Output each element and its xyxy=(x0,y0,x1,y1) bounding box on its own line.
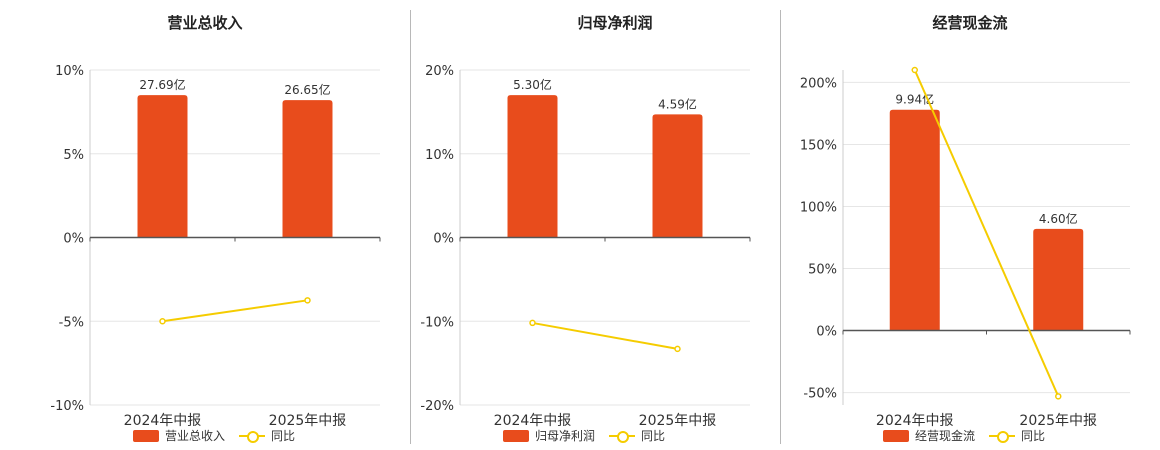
chart-title: 归母净利润 xyxy=(577,14,653,32)
revenue-chart-svg: 10% 5% 0% -5% -10% 27.69亿 26.65亿 2024年中报 2025年中报 xyxy=(50,64,381,429)
y-tick-label: 5% xyxy=(63,148,84,163)
bar xyxy=(652,114,703,238)
yoy-point xyxy=(911,66,918,74)
panel-divider xyxy=(780,10,781,444)
y-tick-label: -10% xyxy=(420,315,454,330)
y-tick-label: 10% xyxy=(425,148,454,163)
chart-legend: 归母净利润 同比 xyxy=(503,427,665,444)
chart-legend: 营业总收入 同比 xyxy=(133,427,295,444)
legend-line-label: 同比 xyxy=(1021,429,1046,443)
bar-value-label: 5.30亿 xyxy=(513,77,552,92)
y-tick-label: 20% xyxy=(425,64,454,79)
bar-value-label: 27.69亿 xyxy=(139,77,185,92)
yoy-line xyxy=(162,299,308,323)
legend-line-icon xyxy=(989,430,1016,443)
legend-bar-swatch xyxy=(133,429,159,442)
x-tick-label: 2025年中报 xyxy=(639,413,717,429)
legend-line-icon xyxy=(609,430,636,443)
bar-value-label: 4.60亿 xyxy=(1039,211,1078,226)
chart-title: 经营现金流 xyxy=(932,14,1008,32)
legend-line-icon xyxy=(239,430,266,443)
bar-value-label: 9.94亿 xyxy=(895,92,934,107)
y-tick-label: 200% xyxy=(800,76,837,91)
legend-line-label: 同比 xyxy=(271,429,296,443)
y-tick-label: 0% xyxy=(63,232,84,247)
chart-legend: 经营现金流 同比 xyxy=(883,427,1045,444)
operating-cash-flow-chart-panel: 经营现金流 200% 150% 100% 50% 0% -50% 9.94亿 4.60亿 202… xyxy=(750,0,1160,450)
yoy-point xyxy=(159,318,166,325)
x-tick-label: 2024年中报 xyxy=(494,413,572,429)
y-tick-label: 10% xyxy=(55,64,84,79)
panel-divider xyxy=(410,10,411,444)
y-tick-label: 150% xyxy=(800,138,837,153)
y-tick-label: -20% xyxy=(420,399,454,414)
bar xyxy=(507,95,558,238)
yoy-point xyxy=(1055,393,1062,400)
x-tick-label: 2024年中报 xyxy=(124,413,202,429)
net-profit-chart-panel: 归母净利润 20% 10% 0% -10% -20% 5.30亿 4.59亿 2024年中报 2… xyxy=(370,0,780,450)
legend-bar-label: 经营现金流 xyxy=(915,429,976,443)
legend-bar-label: 归母净利润 xyxy=(535,429,596,443)
yoy-point xyxy=(529,319,536,327)
yoy-line xyxy=(532,321,678,350)
y-tick-label: 0% xyxy=(433,232,454,247)
net-profit-chart-svg: 20% 10% 0% -10% -20% 5.30亿 4.59亿 2024年中报 2025年中报 xyxy=(420,64,751,429)
y-tick-label: -50% xyxy=(803,387,837,402)
yoy-line xyxy=(913,69,1060,397)
bar xyxy=(889,109,940,331)
x-tick-label: 2025年中报 xyxy=(1019,413,1097,429)
legend-line-label: 同比 xyxy=(641,429,666,443)
x-tick-label: 2025年中报 xyxy=(269,413,347,429)
bar xyxy=(282,100,333,238)
cash-flow-chart-svg: 200% 150% 100% 50% 0% -50% 9.94亿 4.60亿 2024年中报 20… xyxy=(800,66,1131,429)
y-tick-label: 100% xyxy=(800,200,837,215)
bar xyxy=(1033,228,1084,331)
x-tick-label: 2024年中报 xyxy=(876,413,954,429)
y-tick-label: -10% xyxy=(50,399,84,414)
bar xyxy=(137,95,188,238)
bar-value-label: 4.59亿 xyxy=(658,96,697,111)
y-tick-label: 0% xyxy=(816,325,837,340)
y-tick-label: 50% xyxy=(808,263,837,278)
legend-bar-swatch xyxy=(503,429,529,442)
chart-title: 营业总收入 xyxy=(167,14,243,32)
legend-bar-swatch xyxy=(883,429,909,442)
bar-value-label: 26.65亿 xyxy=(284,82,330,97)
yoy-point xyxy=(674,345,681,353)
revenue-chart-panel: 营业总收入 10% 5% 0% -5% -10% 27.69亿 26.65亿 2024年中报 2… xyxy=(0,0,410,450)
y-tick-label: -5% xyxy=(59,315,84,330)
yoy-point xyxy=(304,297,311,304)
legend-bar-label: 营业总收入 xyxy=(165,429,226,443)
